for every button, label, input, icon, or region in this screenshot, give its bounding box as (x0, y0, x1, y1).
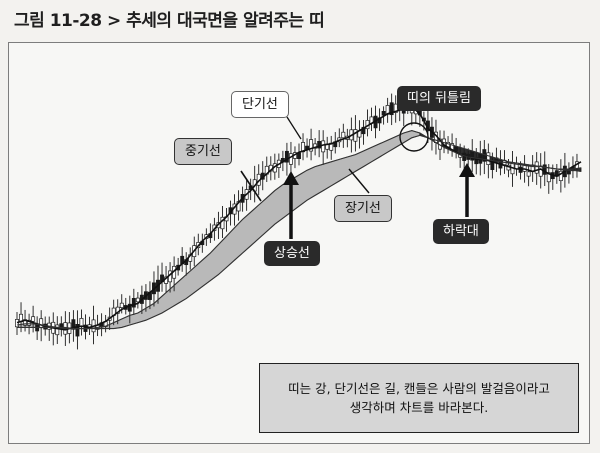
candle-body (526, 171, 531, 177)
candle-body (474, 157, 479, 165)
candle-body (284, 150, 289, 163)
mid-ma-line (16, 130, 582, 330)
candle-body (127, 303, 132, 312)
twist-label: 띠의 뒤틀림 (397, 86, 481, 111)
figure-title: 그림 11-28 > 추세의 대국면을 알려주는 띠 (14, 11, 325, 31)
candle-body (297, 152, 301, 159)
candle-body (79, 318, 84, 327)
candle-body (341, 131, 346, 139)
candle-body (55, 324, 60, 336)
candle-body (119, 302, 124, 308)
candle-body (389, 102, 394, 116)
candle-body (353, 129, 358, 142)
candle-body (71, 319, 76, 330)
mid-ma-label: 중기선 (174, 138, 232, 165)
mid-ma-pointer (240, 170, 262, 202)
candle-body (558, 170, 563, 182)
candle-body (75, 324, 80, 337)
uptrend-label: 상승선 (264, 241, 320, 266)
uptrend-arrowhead (283, 171, 299, 185)
long-ma-label: 장기선 (334, 195, 392, 222)
candle-body (454, 146, 459, 152)
candle-body (486, 152, 491, 165)
candle-body (381, 110, 386, 116)
candle-body (309, 139, 314, 152)
short-ma-label: 단기선 (231, 91, 289, 118)
candle-body (15, 319, 19, 328)
candle-body (31, 316, 36, 322)
candle-body (317, 140, 322, 149)
candle-body (546, 172, 551, 183)
short-ma-pointer (286, 116, 302, 140)
candle-body (27, 319, 32, 326)
candle-body (321, 140, 326, 153)
candle-body (534, 161, 539, 174)
note-box: 띠는 강, 단기선은 길, 캔들은 사람의 발걸음이라고 생각하며 차트를 바라… (259, 363, 579, 433)
candle-body (538, 165, 543, 177)
chart-frame: 단기선 중기선 장기선 상승선 띠의 뒤틀림 하락대 띠는 강, 단기선은 길,… (8, 42, 590, 444)
candle-body (39, 318, 44, 329)
candle-body (288, 153, 293, 165)
long-ma-line (17, 134, 582, 330)
twist-circle (399, 122, 429, 152)
price-chart (15, 87, 582, 350)
short-ma-line (16, 105, 582, 331)
candle-body (135, 297, 140, 303)
note-line-1: 띠는 강, 단기선은 길, 캔들은 사람의 발걸음이라고 (288, 381, 550, 396)
downtrend-label: 하락대 (433, 219, 489, 244)
note-line-2: 생각하며 차트를 바라본다. (349, 400, 489, 415)
downtrend-arrowhead (459, 163, 475, 177)
long-ma-pointer (348, 168, 370, 194)
candle-body (131, 298, 136, 308)
